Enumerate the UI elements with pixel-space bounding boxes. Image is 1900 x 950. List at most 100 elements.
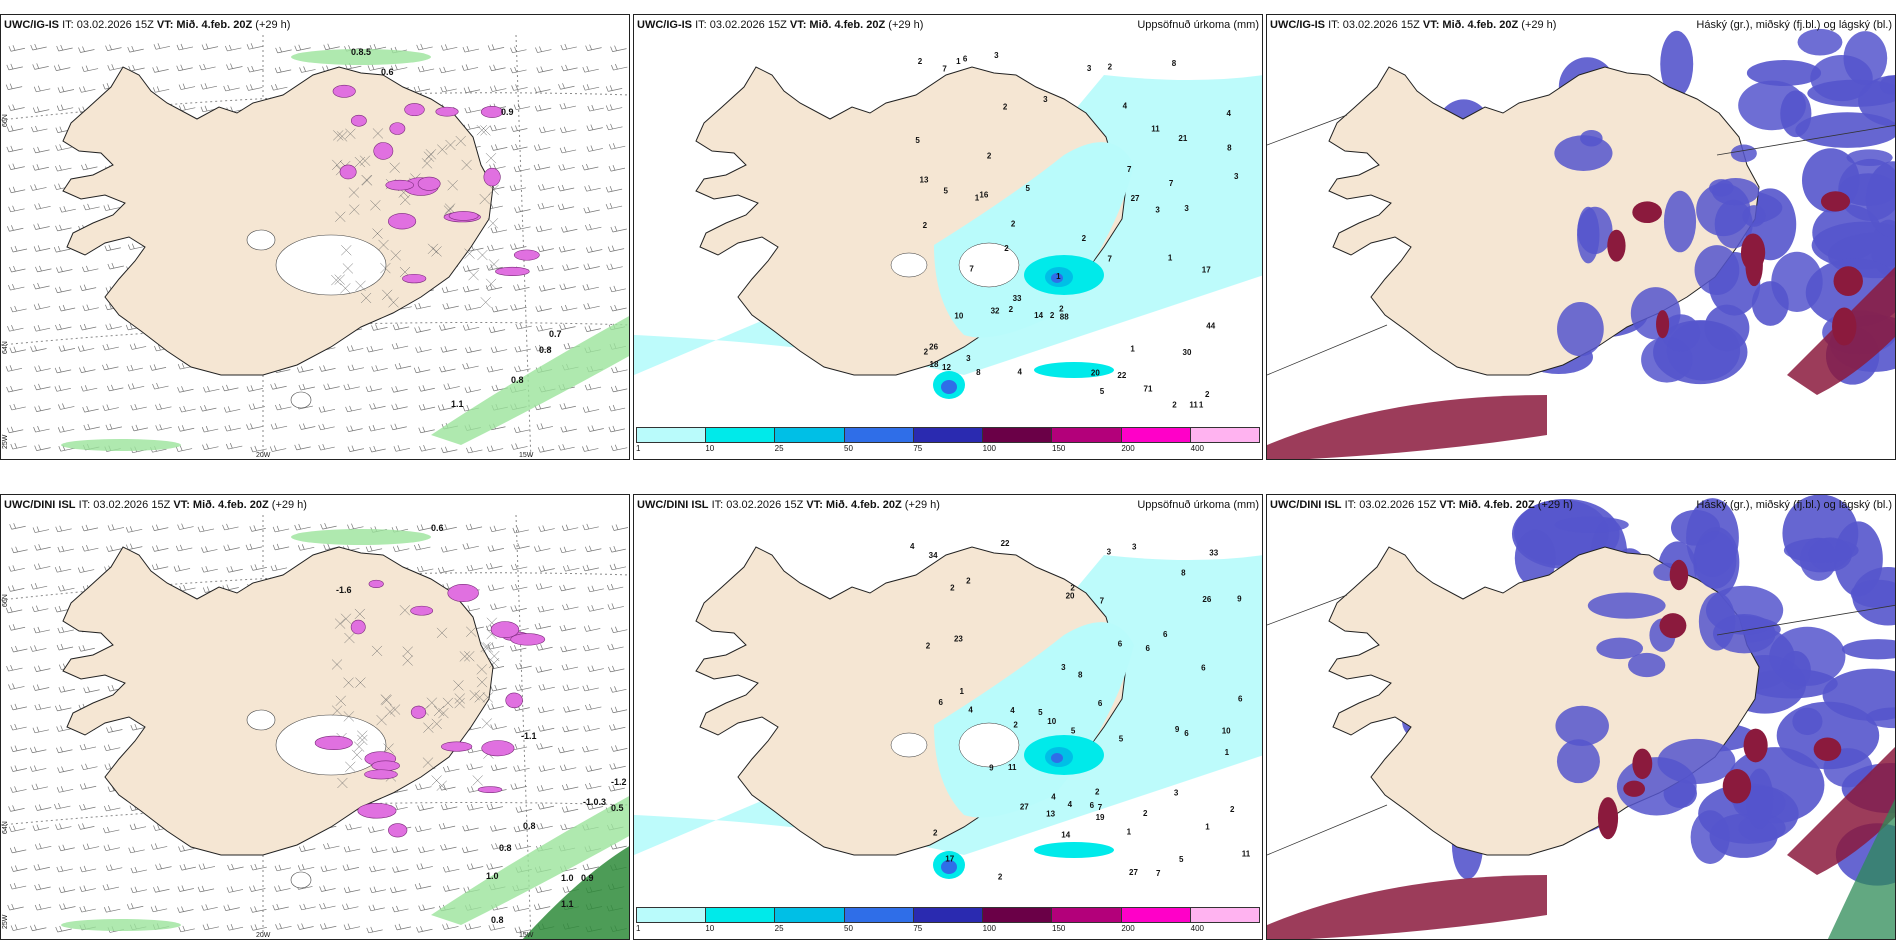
high-cloud-blob	[1834, 521, 1883, 597]
wind-value-label: 1.1	[451, 399, 464, 409]
wind-barb	[201, 43, 219, 50]
low-cloud-cell	[1832, 307, 1857, 346]
wind-barb	[8, 683, 25, 690]
low-cloud-band	[1267, 395, 1547, 459]
wind-barb	[319, 885, 336, 892]
wind-barb	[105, 44, 122, 51]
wind-barb	[538, 285, 556, 292]
precip-value-label: 3	[994, 51, 999, 60]
wind-barb	[104, 244, 121, 252]
wind-barb	[440, 803, 458, 811]
wind-value-label: 0.8	[523, 821, 536, 831]
hatch-mark	[422, 757, 434, 768]
hatch-mark	[333, 130, 344, 141]
glacier	[290, 871, 312, 889]
legend-swatch	[983, 908, 1053, 922]
wind-barb	[319, 365, 336, 372]
wind-barb	[126, 364, 143, 372]
hatch-mark	[431, 775, 442, 786]
wind-barb	[81, 65, 99, 72]
wind-barb	[558, 164, 575, 171]
legend-swatch	[1052, 908, 1122, 922]
legend-tick-label: 75	[913, 924, 923, 933]
wind-value-label: 0.6	[431, 523, 444, 533]
hatch-mark	[445, 139, 456, 151]
wind-barb	[226, 924, 244, 931]
wind-barb	[487, 244, 504, 252]
wind-barb	[440, 85, 457, 93]
wind-barb	[583, 625, 601, 632]
wind-barb	[226, 566, 243, 573]
wind-barb	[369, 886, 387, 893]
wind-barb	[30, 583, 48, 590]
wind-barb	[585, 703, 602, 711]
high-cloud-blob	[1841, 639, 1895, 660]
wind-barb	[177, 425, 195, 432]
magenta-cell	[385, 179, 415, 191]
wind-barb	[371, 365, 388, 372]
wind-barb	[514, 365, 531, 373]
hatch-mark	[343, 677, 354, 688]
wind-barb	[414, 882, 432, 890]
wind-barb	[33, 325, 51, 332]
precip-value-label: 3	[1174, 789, 1179, 798]
high-cloud-blob	[1769, 626, 1846, 686]
wind-barb	[611, 63, 628, 71]
model-name: UWC/DINI ISL	[1270, 499, 1342, 511]
wind-barb	[33, 282, 50, 290]
hatch-mark	[476, 125, 488, 136]
wind-barb	[609, 563, 627, 571]
vt-label: VT:	[806, 499, 823, 511]
wind-barb	[562, 603, 579, 611]
high-cloud-blob	[1742, 205, 1766, 227]
wind-barb	[582, 523, 599, 531]
precip-core	[1051, 753, 1063, 763]
wind-barb	[536, 325, 553, 332]
legend-tick-label: 10	[705, 444, 715, 453]
magenta-cell	[448, 211, 479, 221]
wind-value-label: -1.6	[336, 585, 352, 595]
magenta-cell	[368, 579, 384, 589]
wind-barb	[515, 662, 532, 670]
wind-barb	[586, 145, 603, 152]
precip-value-label: 3	[1132, 543, 1137, 552]
magenta-cell	[389, 122, 406, 135]
wind-barb	[462, 324, 480, 331]
wind-barb	[130, 403, 147, 411]
precip-value-label: 2	[1070, 584, 1075, 593]
wind-barb	[538, 126, 556, 134]
boundary-line	[1267, 594, 1895, 856]
panel-cloud-dini: UWC/DINI ISL IT: 03.02.2026 15Z VT: Mið.…	[1266, 494, 1896, 940]
hatch-mark	[380, 694, 391, 705]
hatch-mark	[336, 131, 348, 142]
wind-barb	[512, 526, 529, 534]
high-cloud-blob	[1771, 251, 1823, 312]
wind-barb	[56, 266, 73, 273]
cloud-map	[1267, 15, 1895, 459]
magenta-cell	[435, 106, 459, 117]
wind-barb	[10, 442, 27, 450]
wind-barb	[515, 806, 532, 813]
precip-value-label: 2	[1082, 234, 1087, 243]
model-name: UWC/DINI ISL	[637, 499, 709, 511]
wind-barb	[55, 286, 72, 294]
wind-barb	[272, 543, 290, 551]
panel-title: UWC/DINI ISL IT: 03.02.2026 15Z VT: Mið.…	[1267, 495, 1895, 515]
precip-value-label: 7	[1098, 803, 1103, 812]
wind-barb	[586, 124, 603, 131]
init-time: IT: 03.02.2026 15Z	[62, 19, 154, 31]
wind-barb	[80, 385, 98, 392]
wind-barb	[611, 745, 628, 752]
wind-barb	[513, 284, 530, 291]
high-cloud-blob	[1783, 538, 1859, 563]
magenta-cell	[357, 803, 397, 819]
wind-barb	[491, 144, 508, 151]
wind-barb	[58, 585, 75, 592]
magenta-cell	[387, 213, 417, 230]
precip-value-label: 11	[1242, 850, 1251, 859]
wind-barb	[607, 245, 625, 252]
legend-color-bar	[636, 907, 1260, 923]
lon-label: 25W	[2, 434, 9, 449]
legend-tick-label: 50	[844, 444, 853, 453]
wind-barb	[605, 104, 623, 111]
